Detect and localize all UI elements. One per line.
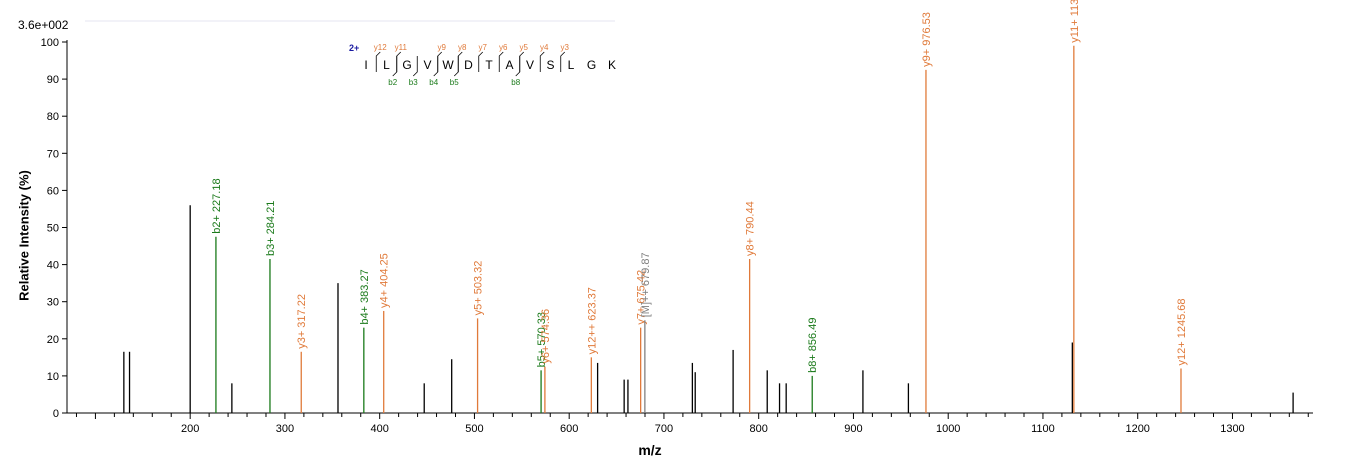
sequence-residue: K xyxy=(608,58,616,72)
y-ion-label: y8 xyxy=(458,43,467,52)
y-ion-bracket xyxy=(560,51,566,72)
x-tick-label: 900 xyxy=(844,423,862,435)
y-ion-label: y4 xyxy=(540,43,549,52)
b-ion-bracket xyxy=(433,56,439,77)
peak-label: y12++ 623.37 xyxy=(586,287,598,354)
peak-label: y11+ 1132.60 xyxy=(1069,0,1081,43)
sequence-residue: W xyxy=(442,58,454,72)
x-tick-label: 200 xyxy=(181,423,199,435)
y-tick-label: 0 xyxy=(53,408,59,420)
x-tick-label: 600 xyxy=(560,423,578,435)
b-ion-label: b2 xyxy=(388,78,397,87)
peak-label: y7+ 675.42 xyxy=(636,270,648,325)
y-tick-label: 70 xyxy=(47,148,59,160)
peak-label: [M]++ 679.87 xyxy=(640,252,652,317)
y-ion-label: y3 xyxy=(561,43,570,52)
peak-label: y9+ 976.53 xyxy=(921,12,933,67)
y-tick-label: 80 xyxy=(47,111,59,123)
y-ion-bracket xyxy=(457,51,463,72)
x-tick-label: 400 xyxy=(371,423,389,435)
x-tick-label: 1100 xyxy=(1031,423,1055,435)
y-ion-label: y5 xyxy=(520,43,529,52)
peak-label: y4+ 404.25 xyxy=(379,253,391,308)
y-ion-label: y6 xyxy=(499,43,508,52)
y-ion-label: y11 xyxy=(395,43,408,52)
sequence-residue: S xyxy=(546,58,554,72)
max-intensity-label: 3.6e+002 xyxy=(18,18,69,32)
sequence-residue: A xyxy=(505,58,513,72)
y-tick-label: 20 xyxy=(47,334,59,346)
y-tick-label: 50 xyxy=(47,223,59,235)
precursor-charge: 2+ xyxy=(349,43,359,53)
sequence-residue: G xyxy=(402,58,411,72)
peak-label: b5+ 570.33 xyxy=(536,312,548,367)
sequence-residue: D xyxy=(464,58,473,72)
sequence-residue: G xyxy=(587,58,596,72)
b-ion-bracket xyxy=(515,56,521,77)
y-tick-label: 40 xyxy=(47,260,59,272)
b-ion-bracket xyxy=(412,56,418,77)
sequence-residue: T xyxy=(485,58,493,72)
sequence-residue: V xyxy=(423,58,431,72)
sequence-residue: L xyxy=(568,58,575,72)
b-ion-label: b3 xyxy=(409,78,418,87)
peak-label: b2+ 227.18 xyxy=(211,178,223,233)
y-tick-label: 100 xyxy=(41,37,59,49)
y-ion-bracket xyxy=(498,51,504,72)
y-ion-bracket xyxy=(396,51,402,72)
peak-label: b8+ 856.49 xyxy=(807,318,819,373)
x-tick-label: 700 xyxy=(655,423,673,435)
y-ion-bracket xyxy=(437,51,443,72)
y-tick-label: 30 xyxy=(47,297,59,309)
b-ion-bracket xyxy=(392,56,398,77)
y-ion-bracket xyxy=(478,51,484,72)
b-ion-label: b5 xyxy=(450,78,459,87)
peak-label: y12+ 1245.68 xyxy=(1176,298,1188,365)
y-tick-label: 90 xyxy=(47,74,59,86)
sequence-residue: L xyxy=(383,58,390,72)
peak-label: y6+ 574.36 xyxy=(540,309,552,364)
peak-label: b4+ 383.27 xyxy=(359,269,371,324)
y-ion-label: y12 xyxy=(374,43,387,52)
b-ion-label: b4 xyxy=(429,78,438,87)
y-ion-bracket xyxy=(539,51,545,72)
b-ion-bracket xyxy=(453,56,459,77)
y-ion-label: y7 xyxy=(479,43,488,52)
peak-label: b3+ 284.21 xyxy=(265,201,277,256)
x-tick-label: 1300 xyxy=(1220,423,1244,435)
peak-label: y8+ 790.44 xyxy=(745,201,757,256)
y-tick-label: 60 xyxy=(47,185,59,197)
x-tick-label: 800 xyxy=(750,423,768,435)
x-tick-label: 300 xyxy=(276,423,294,435)
y-tick-label: 10 xyxy=(47,371,59,383)
x-tick-label: 1200 xyxy=(1125,423,1149,435)
x-tick-label: 500 xyxy=(465,423,483,435)
y-ion-label: y9 xyxy=(438,43,447,52)
sequence-residue: I xyxy=(364,58,367,72)
x-axis-label: m/z xyxy=(638,442,662,458)
x-tick-label: 1000 xyxy=(936,423,960,435)
sequence-residue: V xyxy=(526,58,534,72)
b-ion-label: b8 xyxy=(511,78,520,87)
peak-label: y3+ 317.22 xyxy=(296,294,308,349)
y-ion-bracket xyxy=(375,51,381,72)
peak-label: y5+ 503.32 xyxy=(473,261,485,316)
y-ion-bracket xyxy=(519,51,525,72)
